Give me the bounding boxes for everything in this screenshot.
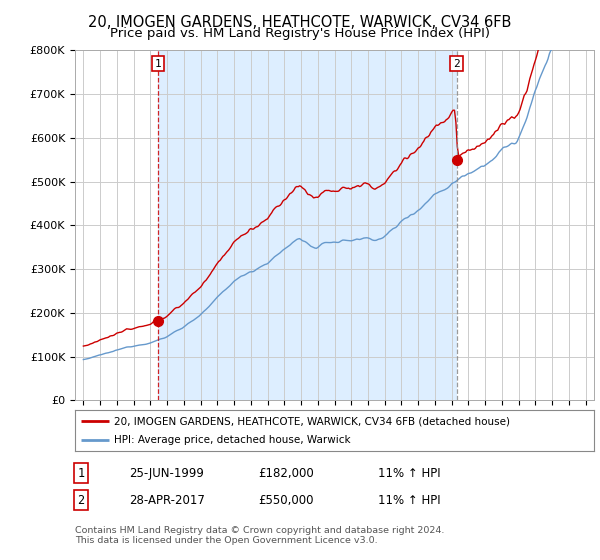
Text: 28-APR-2017: 28-APR-2017: [129, 493, 205, 507]
Text: 25-JUN-1999: 25-JUN-1999: [129, 466, 204, 480]
Text: This data is licensed under the Open Government Licence v3.0.: This data is licensed under the Open Gov…: [75, 536, 377, 545]
Text: Price paid vs. HM Land Registry's House Price Index (HPI): Price paid vs. HM Land Registry's House …: [110, 27, 490, 40]
Text: 2: 2: [77, 493, 85, 507]
Text: £550,000: £550,000: [258, 493, 314, 507]
Text: 1: 1: [77, 466, 85, 480]
Text: 11% ↑ HPI: 11% ↑ HPI: [378, 466, 440, 480]
Text: Contains HM Land Registry data © Crown copyright and database right 2024.: Contains HM Land Registry data © Crown c…: [75, 526, 445, 535]
Text: 2: 2: [453, 59, 460, 68]
Text: HPI: Average price, detached house, Warwick: HPI: Average price, detached house, Warw…: [114, 435, 350, 445]
Text: 11% ↑ HPI: 11% ↑ HPI: [378, 493, 440, 507]
Bar: [158, 50, 457, 400]
Text: 1: 1: [155, 59, 161, 68]
Text: 20, IMOGEN GARDENS, HEATHCOTE, WARWICK, CV34 6FB: 20, IMOGEN GARDENS, HEATHCOTE, WARWICK, …: [88, 15, 512, 30]
Text: £182,000: £182,000: [258, 466, 314, 480]
Text: 20, IMOGEN GARDENS, HEATHCOTE, WARWICK, CV34 6FB (detached house): 20, IMOGEN GARDENS, HEATHCOTE, WARWICK, …: [114, 417, 510, 426]
